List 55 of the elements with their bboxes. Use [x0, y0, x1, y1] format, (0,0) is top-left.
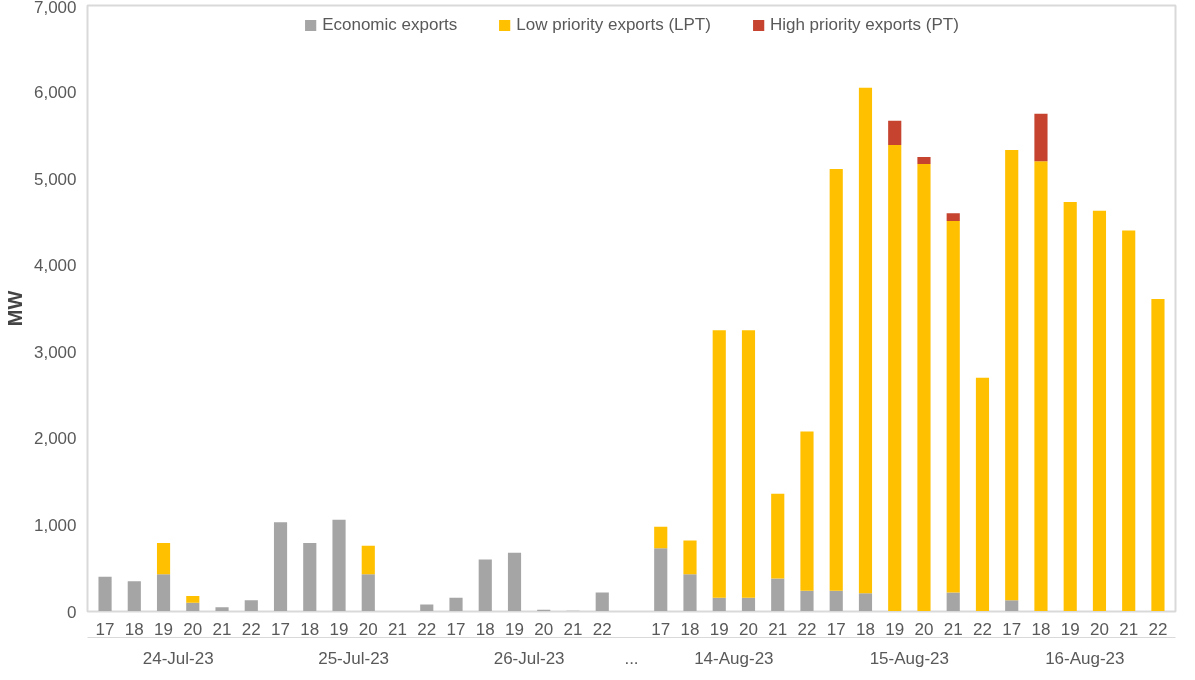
x-tick-label: 18 — [300, 619, 320, 639]
y-axis-title: MW — [3, 290, 26, 327]
x-tick-label: 17 — [1002, 619, 1022, 639]
y-tick-label: 4,000 — [33, 256, 77, 276]
x-tick-label: 17 — [651, 619, 671, 639]
x-tick-label: 22 — [1148, 619, 1168, 639]
x-tick-label: 20 — [358, 619, 378, 639]
y-tick-label: 6,000 — [33, 83, 77, 103]
x-tick-label: 22 — [417, 619, 437, 639]
x-tick-label: 21 — [1119, 619, 1139, 639]
x-tick-label: 18 — [1031, 619, 1051, 639]
x-tick-label: 21 — [212, 619, 232, 639]
x-tick-label: 20 — [914, 619, 934, 639]
x-tick-label: 18 — [856, 619, 875, 639]
text: ... — [624, 648, 639, 668]
x-tick-label: 17 — [271, 619, 290, 639]
x-tick-label: 19 — [505, 619, 524, 639]
text: 26-Jul-23 — [493, 648, 565, 668]
text: 25-Jul-23 — [318, 648, 390, 668]
x-tick-label: 22 — [797, 619, 817, 639]
y-tick-label: 2,000 — [33, 429, 77, 449]
x-tick-label: 20 — [183, 619, 203, 639]
legend-label: Economic exports — [322, 15, 458, 35]
x-tick-label: 18 — [680, 619, 700, 639]
legend-label: High priority exports (PT) — [769, 15, 959, 35]
x-tick-label: 20 — [739, 619, 758, 639]
x-tick-label: 17 — [826, 619, 846, 639]
text: 15-Aug-23 — [869, 648, 950, 668]
text: 24-Jul-23 — [142, 648, 214, 668]
x-tick-label: 22 — [592, 619, 612, 639]
x-tick-label: 19 — [885, 619, 905, 639]
y-tick-label: 3,000 — [33, 342, 77, 362]
x-tick-label: 21 — [388, 619, 407, 639]
text: 16-Aug-23 — [1045, 648, 1125, 668]
x-tick-label: 19 — [709, 619, 729, 639]
x-tick-label: 20 — [1090, 619, 1109, 639]
x-tick-label: 18 — [124, 619, 144, 639]
x-tick-label: 21 — [943, 619, 963, 639]
legend-label: Low priority exports (LPT) — [516, 15, 711, 35]
x-tick-label: 17 — [446, 619, 466, 639]
x-tick-label: 19 — [154, 619, 174, 639]
text: 14-Aug-23 — [694, 648, 774, 668]
y-tick-label: 0 — [67, 602, 77, 622]
y-tick-label: 7,000 — [33, 0, 77, 17]
x-tick-label: 22 — [973, 619, 992, 639]
x-tick-label: 20 — [534, 619, 554, 639]
x-tick-label: 21 — [768, 619, 788, 639]
x-tick-label: 19 — [1060, 619, 1080, 639]
x-tick-label: 18 — [475, 619, 495, 639]
x-tick-label: 17 — [95, 619, 115, 639]
y-tick-label: 1,000 — [33, 515, 77, 535]
x-tick-label: 19 — [329, 619, 349, 639]
x-tick-label: 22 — [241, 619, 261, 639]
y-tick-label: 5,000 — [33, 169, 77, 189]
x-tick-label: 21 — [563, 619, 583, 639]
